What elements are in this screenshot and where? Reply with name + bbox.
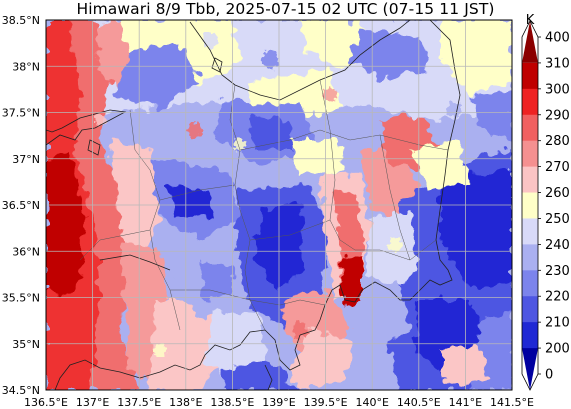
colorbar-swatch [522, 270, 538, 297]
colorbar-tick: 290 [545, 108, 570, 123]
lat-axis: 38.5°N 38°N 37.5°N 37°N 36.5°N 36°N 35.5… [2, 14, 40, 397]
colorbar-swatch [522, 166, 538, 194]
colorbar-tick: 260 [545, 186, 570, 201]
lon-tick: 139°E [262, 396, 295, 409]
lat-tick: 38.5°N [2, 14, 40, 27]
colorbar-swatch [522, 140, 538, 168]
lon-tick: 141.5°E [490, 396, 534, 409]
colorbar-swatch [522, 88, 538, 116]
lat-tick: 34.5°N [2, 384, 40, 397]
colorbar-tick: 280 [545, 134, 570, 149]
colorbar-swatch [522, 244, 538, 271]
colorbar-swatch [522, 348, 538, 390]
lat-tick: 37°N [12, 153, 40, 166]
colorbar-swatch [522, 62, 538, 90]
prefecture-borders [79, 79, 449, 331]
coastlines [46, 20, 461, 390]
colorbar-tick: 220 [545, 290, 570, 305]
colorbar-tick: 250 [545, 212, 570, 227]
map-title: Himawari 8/9 Tbb, 2025-07-15 02 UTC (07-… [76, 0, 495, 18]
lon-tick: 139.5°E [304, 396, 348, 409]
map-frame [45, 19, 513, 391]
colorbar-swatches [521, 20, 539, 391]
colorbar: K 400 310 300 290 280 270 260 250 240 230 220 210 20… [521, 13, 570, 391]
lat-tick: 36°N [12, 245, 40, 258]
lat-tick: 35.5°N [2, 292, 40, 305]
colorbar-swatch [522, 322, 538, 349]
colorbar-tick: 270 [545, 160, 570, 175]
colorbar-swatch [522, 21, 538, 63]
lon-tick: 137.5°E [117, 396, 161, 409]
colorbar-tick: 0 [545, 368, 553, 383]
lon-axis: 136.5°E 137°E 137.5°E 138°E 138.5°E 139°… [24, 396, 534, 409]
colorbar-tick: 210 [545, 316, 570, 331]
colorbar-swatch [522, 296, 538, 323]
colorbar-swatch [522, 218, 538, 245]
lat-tick: 38°N [12, 60, 40, 73]
colorbar-tick: 300 [545, 82, 570, 97]
lon-tick: 140.5°E [397, 396, 441, 409]
colorbar-tick: 230 [545, 264, 570, 279]
colorbar-swatch [522, 114, 538, 142]
colorbar-tick: 240 [545, 238, 570, 253]
colorbar-labels: 400 310 300 290 280 270 260 250 240 230 220 210 200 0 [538, 31, 570, 383]
lon-tick: 136.5°E [24, 396, 68, 409]
lon-tick: 138°E [169, 396, 202, 409]
lon-tick: 141°E [449, 396, 482, 409]
colorbar-tick: 310 [545, 56, 570, 71]
lat-tick: 37.5°N [2, 107, 40, 120]
lat-tick: 35°N [12, 338, 40, 351]
lon-tick: 137°E [76, 396, 109, 409]
colorbar-tick: 400 [545, 31, 570, 46]
colorbar-unit: K [526, 13, 535, 28]
lon-tick: 138.5°E [210, 396, 254, 409]
graticule [46, 20, 512, 390]
colorbar-tick: 200 [545, 342, 570, 357]
colorbar-swatch [522, 192, 538, 219]
lat-tick: 36.5°N [2, 199, 40, 212]
lon-tick: 140°E [355, 396, 388, 409]
